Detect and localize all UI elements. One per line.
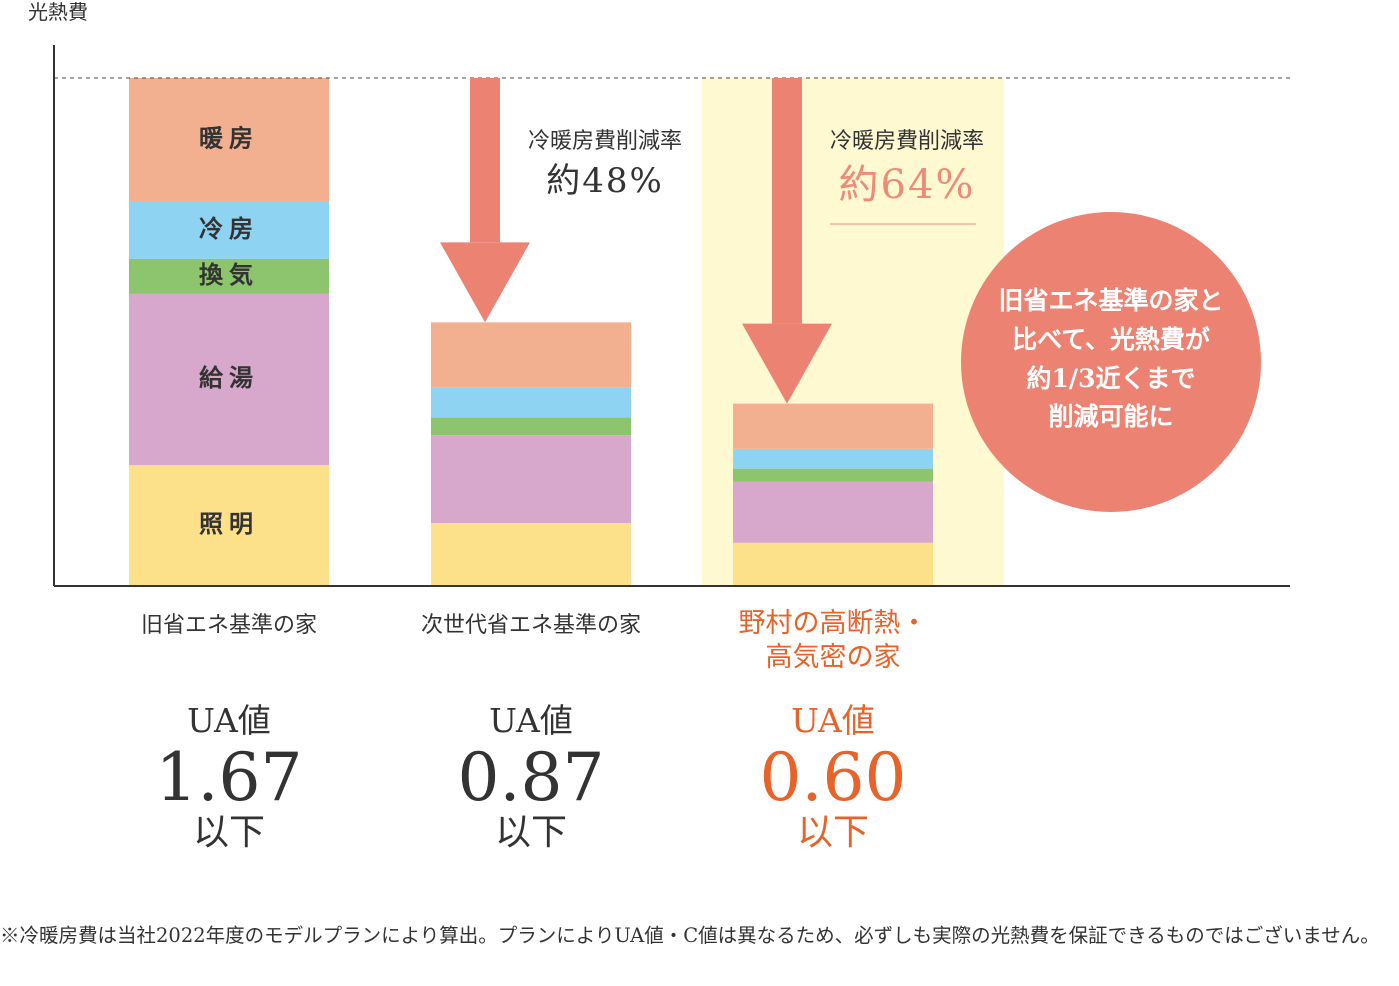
footnote: ※冷暖房費は当社2022年度のモデルプランにより算出。プランによりUA値・C値は… xyxy=(0,924,1380,947)
arrow-shaft xyxy=(772,78,802,324)
bar-segment xyxy=(733,448,933,469)
segment-label: 換気 xyxy=(199,260,259,289)
bar-segment xyxy=(733,481,933,543)
bar-segment xyxy=(129,201,329,259)
bar-segment xyxy=(129,78,329,202)
callout-circle xyxy=(961,212,1261,512)
bar-segment xyxy=(733,403,933,449)
ua-value: 0.60 xyxy=(759,739,907,816)
bar-segment xyxy=(129,465,329,586)
bar-segment xyxy=(129,258,329,294)
segment-label: 給湯 xyxy=(199,363,259,392)
ua-value: 0.87 xyxy=(457,739,605,816)
callout-text: 旧省エネ基準の家と 比べて、光熱費が 約1/3近くまで 削減可能に xyxy=(998,286,1224,432)
bar-segment xyxy=(431,435,631,524)
bar-segment xyxy=(431,417,631,436)
annotation-text: 約48% xyxy=(546,161,664,201)
ua-label: UA値 xyxy=(489,701,573,740)
segment-label: 冷房 xyxy=(199,214,259,243)
ua-suffix: 以下 xyxy=(796,812,870,853)
annotation-title: 冷暖房費削減率 xyxy=(527,129,683,154)
bar-segment xyxy=(733,542,933,586)
segment-label: 照明 xyxy=(199,509,259,538)
bar-segment xyxy=(431,523,631,586)
segment-label: 暖房 xyxy=(199,123,259,152)
bar-segment xyxy=(431,387,631,418)
ua-label: UA値 xyxy=(187,701,271,740)
x-tick-label: 旧省エネ基準の家 xyxy=(140,613,318,638)
ua-label: UA値 xyxy=(791,701,875,740)
arrow-shaft xyxy=(470,78,500,243)
x-tick-label: 次世代省エネ基準の家 xyxy=(420,613,642,638)
annotation-title: 冷暖房費削減率 xyxy=(829,129,985,154)
ua-suffix: 以下 xyxy=(192,812,266,853)
bar-segment xyxy=(431,322,631,388)
ua-value: 1.67 xyxy=(155,739,303,816)
y-axis-label: 光熱費 xyxy=(28,0,88,24)
arrow-head xyxy=(742,323,832,404)
bar-segment xyxy=(733,468,933,482)
bar-segment xyxy=(129,293,329,466)
annotation-text: 約64% xyxy=(838,162,976,208)
arrow-head xyxy=(440,242,530,323)
x-tick-label: 野村の高断熱・ 高気密の家 xyxy=(738,608,928,673)
ua-suffix: 以下 xyxy=(494,812,568,853)
